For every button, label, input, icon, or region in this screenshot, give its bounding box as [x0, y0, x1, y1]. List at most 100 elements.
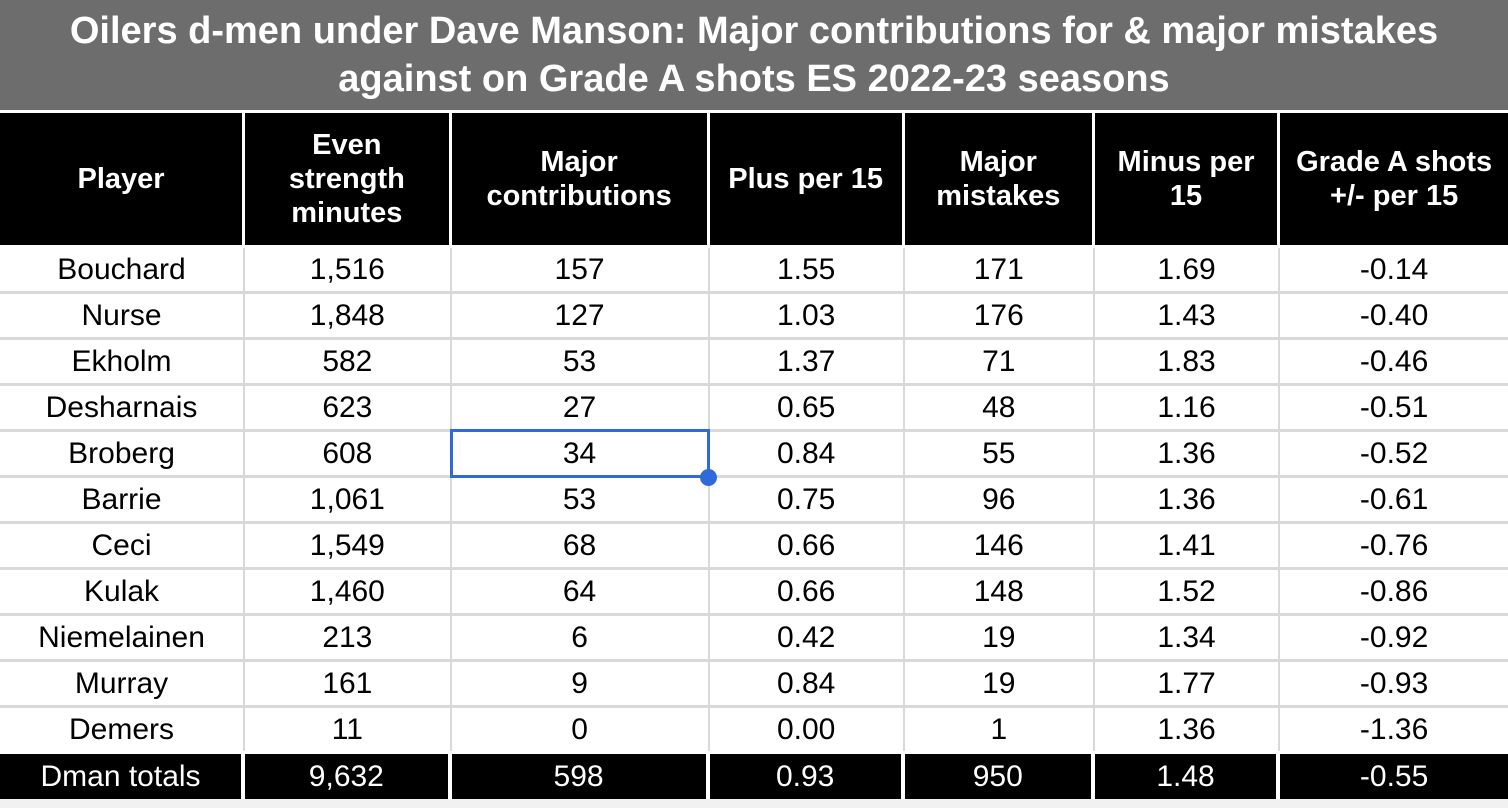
stat-cell[interactable]: 1.37 — [710, 340, 905, 383]
stat-cell[interactable]: 71 — [905, 340, 1095, 383]
stat-cell[interactable]: 582 — [245, 340, 452, 383]
stat-cell[interactable]: 64 — [452, 570, 710, 613]
selection-handle[interactable] — [699, 469, 717, 486]
stat-cell[interactable]: 157 — [452, 248, 710, 291]
stat-cell[interactable]: 0.75 — [710, 478, 905, 521]
stat-cell[interactable]: 27 — [452, 386, 710, 429]
stat-cell[interactable]: 1.36 — [1095, 432, 1281, 475]
stat-cell[interactable]: 213 — [245, 616, 452, 659]
stat-cell[interactable]: -0.14 — [1280, 248, 1508, 291]
stat-cell[interactable]: 0.00 — [710, 708, 905, 751]
stat-cell[interactable]: 68 — [452, 524, 710, 567]
player-name-cell[interactable]: Bouchard — [0, 248, 246, 291]
player-name-cell[interactable]: Niemelainen — [0, 616, 246, 659]
stat-cell[interactable]: 1.41 — [1095, 524, 1281, 567]
stat-cell[interactable]: 0.84 — [710, 662, 905, 705]
stat-cell[interactable]: 1.43 — [1095, 294, 1281, 337]
stat-cell[interactable]: 53 — [452, 478, 710, 521]
stat-cell[interactable]: 0.66 — [710, 524, 905, 567]
totals-cell[interactable]: 1.48 — [1094, 754, 1281, 799]
header-cell-grade-a-shots[interactable]: Grade A shots +/- per 15 — [1280, 113, 1508, 245]
player-name-cell[interactable]: Desharnais — [0, 386, 246, 429]
stat-cell[interactable]: 0 — [452, 708, 710, 751]
stat-cell[interactable]: 55 — [905, 432, 1095, 475]
stat-cell[interactable]: 176 — [905, 294, 1095, 337]
stat-cell[interactable]: 19 — [905, 662, 1095, 705]
player-name-cell[interactable]: Ekholm — [0, 340, 246, 383]
header-cell-plus-per-15[interactable]: Plus per 15 — [709, 113, 905, 245]
stat-cell[interactable]: 96 — [905, 478, 1095, 521]
cell-value: Barrie — [81, 482, 162, 516]
stat-cell[interactable]: 171 — [905, 248, 1095, 291]
stat-cell[interactable]: 11 — [245, 708, 452, 751]
stat-cell[interactable]: 1.03 — [710, 294, 905, 337]
player-name-cell[interactable]: Ceci — [0, 524, 246, 567]
stat-cell[interactable]: 608 — [245, 432, 452, 475]
header-cell-major-contributions[interactable]: Major contributions — [451, 113, 710, 245]
cell-value: Demers — [69, 712, 175, 746]
stat-cell[interactable]: 127 — [452, 294, 710, 337]
stat-cell[interactable]: 0.65 — [710, 386, 905, 429]
table-row: Murray 161 9 0.84 19 1.77 -0.93 — [0, 662, 1508, 708]
stat-cell[interactable]: 48 — [905, 386, 1095, 429]
stat-cell[interactable]: 19 — [905, 616, 1095, 659]
stat-cell[interactable]: 148 — [905, 570, 1095, 613]
stat-cell[interactable]: 146 — [905, 524, 1095, 567]
stat-cell[interactable]: -0.52 — [1280, 432, 1508, 475]
stat-cell[interactable]: 1,516 — [245, 248, 452, 291]
stat-cell[interactable]: 1.34 — [1095, 616, 1281, 659]
stat-cell[interactable]: -0.93 — [1280, 662, 1508, 705]
stat-cell[interactable]: 1,549 — [245, 524, 452, 567]
cell-value: 27 — [562, 390, 597, 424]
stat-cell[interactable]: -0.40 — [1280, 294, 1508, 337]
header-cell-major-mistakes[interactable]: Major mistakes — [904, 113, 1095, 245]
header-cell-minus-per-15[interactable]: Minus per 15 — [1094, 113, 1281, 245]
cell-value: 1.16 — [1157, 390, 1216, 424]
stat-cell[interactable]: 1.83 — [1095, 340, 1281, 383]
stat-cell[interactable]: 0.84 — [710, 432, 905, 475]
stat-cell[interactable]: -1.36 — [1280, 708, 1508, 751]
stat-cell[interactable]: 1.77 — [1095, 662, 1281, 705]
totals-cell[interactable]: 0.93 — [709, 754, 905, 799]
player-name-cell[interactable]: Kulak — [0, 570, 246, 613]
selected-cell[interactable]: 34 — [449, 429, 717, 486]
stat-cell[interactable]: 1.36 — [1095, 708, 1281, 751]
totals-cell[interactable]: 950 — [904, 754, 1095, 799]
totals-label-cell[interactable]: Dman totals — [0, 754, 246, 799]
stat-cell[interactable]: -0.86 — [1280, 570, 1508, 613]
header-cell-even-strength-minutes[interactable]: Even strength minutes — [245, 113, 452, 245]
stat-cell[interactable]: 1,061 — [245, 478, 452, 521]
stat-cell[interactable]: 1 — [905, 708, 1095, 751]
player-name-cell[interactable]: Barrie — [0, 478, 246, 521]
stat-cell[interactable]: 1,460 — [245, 570, 452, 613]
player-name-cell[interactable]: Nurse — [0, 294, 246, 337]
totals-cell[interactable]: 598 — [451, 754, 710, 799]
stat-cell[interactable]: 161 — [245, 662, 452, 705]
stat-cell[interactable]: -0.92 — [1280, 616, 1508, 659]
table-title[interactable]: Oilers d-men under Dave Manson: Major co… — [0, 0, 1508, 113]
stat-cell[interactable]: 1.36 — [1095, 478, 1281, 521]
totals-cell[interactable]: -0.55 — [1280, 754, 1508, 799]
stat-cell[interactable]: 1.16 — [1095, 386, 1281, 429]
stat-cell[interactable]: 9 — [452, 662, 710, 705]
player-name-cell[interactable]: Broberg — [0, 432, 246, 475]
stat-cell[interactable]: 0.66 — [710, 570, 905, 613]
stat-cell[interactable]: -0.61 — [1280, 478, 1508, 521]
header-cell-player[interactable]: Player — [0, 113, 246, 245]
player-name-cell[interactable]: Murray — [0, 662, 246, 705]
cell-value: Ceci — [91, 528, 152, 562]
stat-cell[interactable]: -0.51 — [1280, 386, 1508, 429]
stat-cell[interactable]: 53 — [452, 340, 710, 383]
stat-cell[interactable]: 0.42 — [710, 616, 905, 659]
totals-cell[interactable]: 9,632 — [245, 754, 452, 799]
stat-cell[interactable]: 6 — [452, 616, 710, 659]
stat-cell[interactable]: 1.55 — [710, 248, 905, 291]
stat-cell[interactable]: 1,848 — [245, 294, 452, 337]
stat-cell[interactable]: 623 — [245, 386, 452, 429]
cell-value: 1.69 — [1157, 252, 1216, 286]
stat-cell[interactable]: -0.46 — [1280, 340, 1508, 383]
player-name-cell[interactable]: Demers — [0, 708, 246, 751]
stat-cell[interactable]: 1.69 — [1095, 248, 1281, 291]
stat-cell[interactable]: -0.76 — [1280, 524, 1508, 567]
stat-cell[interactable]: 1.52 — [1095, 570, 1281, 613]
